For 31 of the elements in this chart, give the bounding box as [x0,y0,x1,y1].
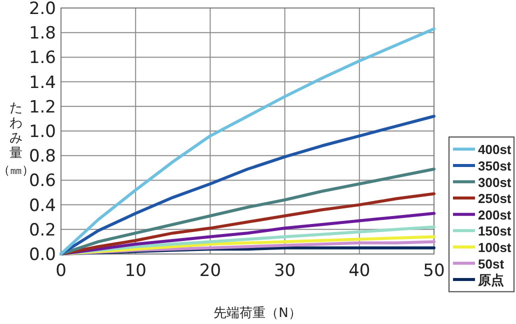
line-series [60,192,436,256]
y-tick-label: 1.4 [28,72,56,93]
x-tick-label: 10 [124,261,146,281]
legend-label: 400st [478,142,512,158]
legend-label: 200st [478,207,512,222]
x-tick-label: 0 [56,261,66,281]
line-series [60,27,436,256]
y-tick-label: 1.2 [28,97,56,118]
y-tick-label: 1.0 [28,122,56,142]
x-axis-title: 先端荷重（N） [214,306,302,321]
y-tick-label: 0.4 [28,196,56,216]
legend-label: 350st [478,158,512,174]
y-tick-label: 1.6 [28,48,56,68]
legend-label: 300st [478,174,512,190]
legend-label: 50st [478,256,505,272]
line-series [60,168,436,256]
legend-label: 100st [478,240,512,255]
x-tick-label: 50 [423,261,445,281]
line-series [60,212,436,256]
legend-label: 250st [478,191,512,206]
x-tick-label: 20 [199,261,222,281]
x-tick-label: 40 [348,261,370,281]
legend-label: 原点 [477,272,504,288]
y-tick-label: 1.8 [28,24,56,44]
y-tick-label: 0.0 [28,245,56,265]
y-tick-label: 0.6 [28,171,56,192]
y-tick-label: 0.8 [28,146,56,167]
x-tick-label: 30 [274,261,296,281]
y-tick-label: 2.0 [28,0,56,19]
y-tick-label: 0.2 [28,220,56,240]
legend-label: 150st [478,224,512,239]
